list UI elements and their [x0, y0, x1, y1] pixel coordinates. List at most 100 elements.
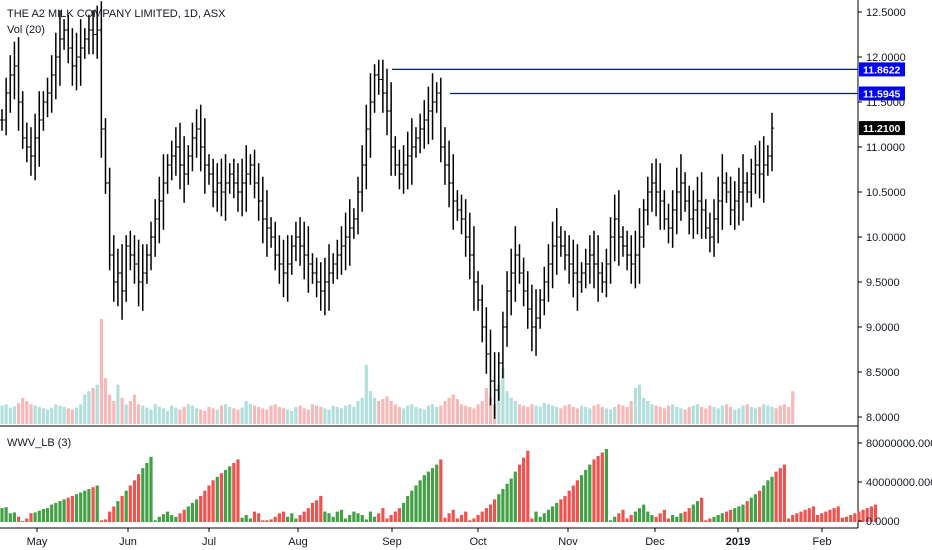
volume-bar: [166, 410, 170, 424]
wwv-bar: [824, 511, 828, 522]
wwv-bar: [480, 511, 484, 522]
wwv-bar: [679, 513, 683, 522]
ohlc-bar: [496, 352, 501, 401]
wwv-bar: [252, 511, 257, 522]
volume-bar: [435, 406, 439, 424]
volume-bar: [306, 409, 310, 424]
volume-bar: [517, 404, 522, 424]
volume-bar: [257, 406, 261, 424]
ohlc-bar: [227, 163, 232, 194]
volume-bar: [8, 407, 12, 424]
ohlc-bar: [591, 230, 596, 289]
wwv-bar: [741, 504, 745, 522]
volume-bar: [559, 408, 563, 425]
time-tick-label: Aug: [288, 536, 308, 548]
ohlc-bar: [136, 239, 141, 307]
wwv-bar: [820, 513, 824, 522]
wwv-bar: [306, 508, 310, 522]
volume-bar: [600, 406, 604, 424]
wwv-bar: [430, 468, 435, 522]
ohlc-bar: [683, 172, 688, 212]
ohlc-bar: [360, 145, 365, 212]
wwv-bar: [54, 502, 58, 522]
volume-bar: [766, 405, 770, 424]
volume-bar: [658, 406, 662, 424]
volume-bar: [381, 399, 385, 424]
volume-bar: [91, 387, 95, 424]
volume-bar: [621, 405, 625, 424]
ohlc-bar: [761, 136, 766, 203]
volume-bar: [422, 409, 426, 424]
ohlc-bars: [0, 1, 774, 419]
volume-bar: [277, 406, 281, 424]
volume-bar: [348, 404, 352, 424]
ohlc-bar: [583, 248, 588, 289]
wwv-bar: [79, 492, 83, 522]
volume-bar: [418, 408, 422, 425]
horizontal-lines[interactable]: 11.8622 11.5945 11.2100: [392, 62, 905, 136]
wwv-bar: [166, 511, 170, 522]
time-tick-label: 2019: [726, 536, 750, 548]
volume-bar: [83, 394, 87, 424]
volume-bar: [708, 405, 712, 424]
ohlc-bar: [269, 217, 274, 248]
wwv-bar: [733, 508, 737, 522]
wwv-bar: [66, 497, 70, 522]
wwv-bar: [62, 499, 66, 522]
wwv-bar: [468, 520, 472, 522]
time-tick-label: Sep: [382, 536, 402, 548]
ohlc-bar: [459, 194, 464, 235]
wwv-bar: [737, 506, 741, 522]
time-axis[interactable]: May Jun Jul Aug Sep Oct Nov Dec 2019 Feb: [27, 528, 832, 548]
ohlc-bar: [215, 163, 220, 212]
wwv-bar: [584, 469, 588, 522]
wwv-bar: [12, 512, 16, 522]
ohlc-bar: [169, 140, 174, 181]
ohlc-bar: [281, 239, 286, 298]
wwv-bar: [8, 513, 12, 522]
ohlc-bar: [422, 100, 427, 149]
ohlc-bar: [289, 235, 294, 275]
volume-bar: [671, 404, 675, 424]
ohlc-bar: [641, 199, 646, 248]
wwv-bar: [385, 518, 389, 522]
volume-bar: [95, 384, 99, 424]
wwv-bar: [435, 464, 439, 522]
ohlc-bar: [264, 190, 269, 257]
wwv-bar: [302, 511, 306, 522]
volume-bar: [244, 401, 248, 424]
price-tag-box: [859, 62, 905, 77]
volume-bar: [455, 399, 459, 424]
volume-bar: [211, 408, 215, 425]
ohlc-bar: [612, 194, 617, 262]
price-axis[interactable]: 12.5000 12.0000 11.5000 11.0000 10.5000 10.00…: [858, 7, 932, 528]
ohlc-bar: [128, 230, 133, 271]
ohlc-bar: [455, 190, 460, 221]
wwv-bar: [654, 516, 658, 522]
volume-bar: [588, 408, 592, 425]
wwv-bar: [406, 495, 410, 522]
ohlc-bar: [629, 235, 634, 284]
wwv-bar: [108, 511, 112, 522]
wwv-bar: [182, 509, 186, 522]
wwv-bar: [526, 450, 530, 522]
ohlc-bar: [538, 289, 543, 329]
wwv-bar: [488, 504, 493, 522]
ohlc-bar: [703, 199, 708, 239]
ohlc-bar: [380, 59, 385, 113]
wwv-tick-label: 0.0000: [866, 516, 900, 528]
volume-bar: [695, 404, 700, 424]
volume-bar: [331, 405, 335, 424]
wwv-bar: [58, 501, 62, 522]
wwv-bar: [517, 464, 522, 522]
volume-bar: [203, 410, 207, 424]
volume-bar: [439, 405, 443, 424]
wwv-bar: [319, 495, 323, 522]
volume-bar: [642, 397, 646, 425]
volume-bar: [770, 406, 774, 424]
wwv-bar: [604, 449, 608, 522]
wwv-bar: [484, 508, 488, 522]
wwv-bar: [244, 515, 248, 522]
volume-bar: [54, 404, 58, 424]
